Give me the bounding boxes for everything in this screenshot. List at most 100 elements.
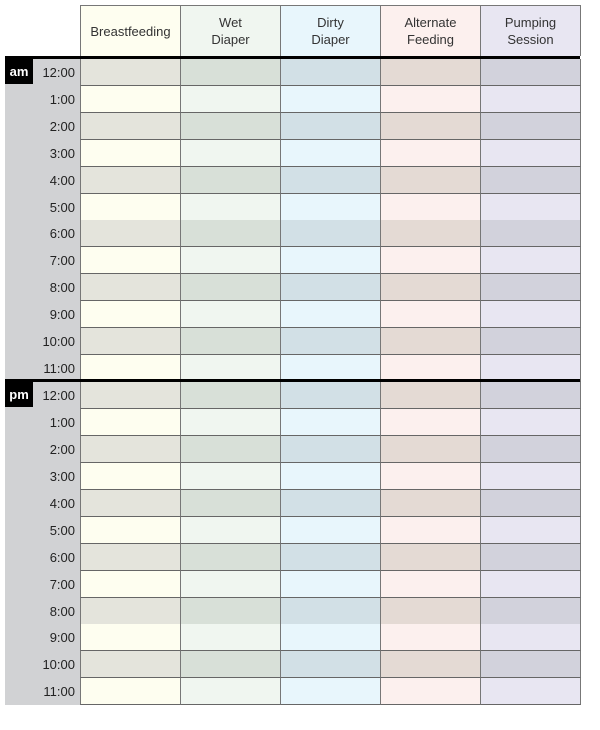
log-cell[interactable]	[480, 328, 581, 355]
log-cell[interactable]	[380, 139, 480, 167]
log-cell[interactable]	[380, 651, 480, 679]
log-cell[interactable]	[480, 382, 581, 410]
log-cell[interactable]	[480, 624, 581, 652]
log-cell[interactable]	[380, 85, 480, 113]
log-cell[interactable]	[480, 166, 581, 194]
log-cell[interactable]	[280, 436, 380, 464]
log-cell[interactable]	[480, 651, 581, 679]
log-cell[interactable]	[380, 436, 480, 464]
log-cell[interactable]	[480, 489, 581, 517]
log-cell[interactable]	[480, 247, 581, 275]
log-cell[interactable]	[280, 543, 380, 571]
log-cell[interactable]	[80, 112, 180, 140]
log-cell[interactable]	[380, 193, 480, 221]
log-cell[interactable]	[180, 301, 280, 329]
log-cell[interactable]	[180, 247, 280, 275]
log-cell[interactable]	[380, 166, 480, 194]
log-cell[interactable]	[480, 220, 581, 248]
log-cell[interactable]	[480, 59, 581, 86]
log-cell[interactable]	[180, 166, 280, 194]
log-cell[interactable]	[480, 301, 581, 329]
log-cell[interactable]	[380, 274, 480, 302]
log-cell[interactable]	[380, 516, 480, 544]
log-cell[interactable]	[380, 463, 480, 490]
log-cell[interactable]	[180, 436, 280, 464]
log-cell[interactable]	[380, 220, 480, 248]
log-cell[interactable]	[480, 463, 581, 490]
log-cell[interactable]	[180, 59, 280, 86]
log-cell[interactable]	[480, 436, 581, 464]
log-cell[interactable]	[480, 516, 581, 544]
log-cell[interactable]	[180, 409, 280, 437]
log-cell[interactable]	[180, 570, 280, 598]
log-cell[interactable]	[280, 651, 380, 679]
log-cell[interactable]	[180, 274, 280, 302]
log-cell[interactable]	[480, 354, 581, 382]
log-cell[interactable]	[280, 274, 380, 302]
log-cell[interactable]	[80, 139, 180, 167]
log-cell[interactable]	[280, 247, 380, 275]
log-cell[interactable]	[280, 382, 380, 410]
log-cell[interactable]	[280, 139, 380, 167]
log-cell[interactable]	[80, 463, 180, 490]
log-cell[interactable]	[380, 570, 480, 598]
log-cell[interactable]	[180, 624, 280, 652]
log-cell[interactable]	[80, 489, 180, 517]
log-cell[interactable]	[480, 570, 581, 598]
log-cell[interactable]	[280, 85, 380, 113]
log-cell[interactable]	[80, 570, 180, 598]
log-cell[interactable]	[380, 382, 480, 410]
log-cell[interactable]	[80, 274, 180, 302]
log-cell[interactable]	[80, 543, 180, 571]
log-cell[interactable]	[180, 139, 280, 167]
log-cell[interactable]	[180, 597, 280, 625]
log-cell[interactable]	[180, 354, 280, 382]
log-cell[interactable]	[280, 220, 380, 248]
log-cell[interactable]	[380, 624, 480, 652]
log-cell[interactable]	[180, 463, 280, 490]
log-cell[interactable]	[480, 139, 581, 167]
log-cell[interactable]	[180, 328, 280, 355]
log-cell[interactable]	[180, 543, 280, 571]
log-cell[interactable]	[380, 678, 480, 706]
log-cell[interactable]	[280, 166, 380, 194]
log-cell[interactable]	[80, 166, 180, 194]
log-cell[interactable]	[180, 220, 280, 248]
log-cell[interactable]	[80, 516, 180, 544]
log-cell[interactable]	[80, 354, 180, 382]
log-cell[interactable]	[280, 624, 380, 652]
log-cell[interactable]	[80, 382, 180, 410]
log-cell[interactable]	[380, 409, 480, 437]
log-cell[interactable]	[480, 678, 581, 706]
log-cell[interactable]	[480, 543, 581, 571]
log-cell[interactable]	[80, 678, 180, 706]
log-cell[interactable]	[380, 112, 480, 140]
log-cell[interactable]	[80, 409, 180, 437]
log-cell[interactable]	[80, 624, 180, 652]
log-cell[interactable]	[380, 597, 480, 625]
log-cell[interactable]	[480, 409, 581, 437]
log-cell[interactable]	[480, 85, 581, 113]
log-cell[interactable]	[280, 463, 380, 490]
log-cell[interactable]	[80, 193, 180, 221]
log-cell[interactable]	[80, 220, 180, 248]
log-cell[interactable]	[80, 328, 180, 355]
log-cell[interactable]	[180, 489, 280, 517]
log-cell[interactable]	[280, 59, 380, 86]
log-cell[interactable]	[480, 193, 581, 221]
log-cell[interactable]	[180, 651, 280, 679]
log-cell[interactable]	[380, 247, 480, 275]
log-cell[interactable]	[380, 489, 480, 517]
log-cell[interactable]	[380, 59, 480, 86]
log-cell[interactable]	[280, 516, 380, 544]
log-cell[interactable]	[280, 328, 380, 355]
log-cell[interactable]	[280, 193, 380, 221]
log-cell[interactable]	[80, 301, 180, 329]
log-cell[interactable]	[180, 516, 280, 544]
log-cell[interactable]	[380, 301, 480, 329]
log-cell[interactable]	[180, 193, 280, 221]
log-cell[interactable]	[80, 651, 180, 679]
log-cell[interactable]	[80, 436, 180, 464]
log-cell[interactable]	[280, 597, 380, 625]
log-cell[interactable]	[480, 274, 581, 302]
